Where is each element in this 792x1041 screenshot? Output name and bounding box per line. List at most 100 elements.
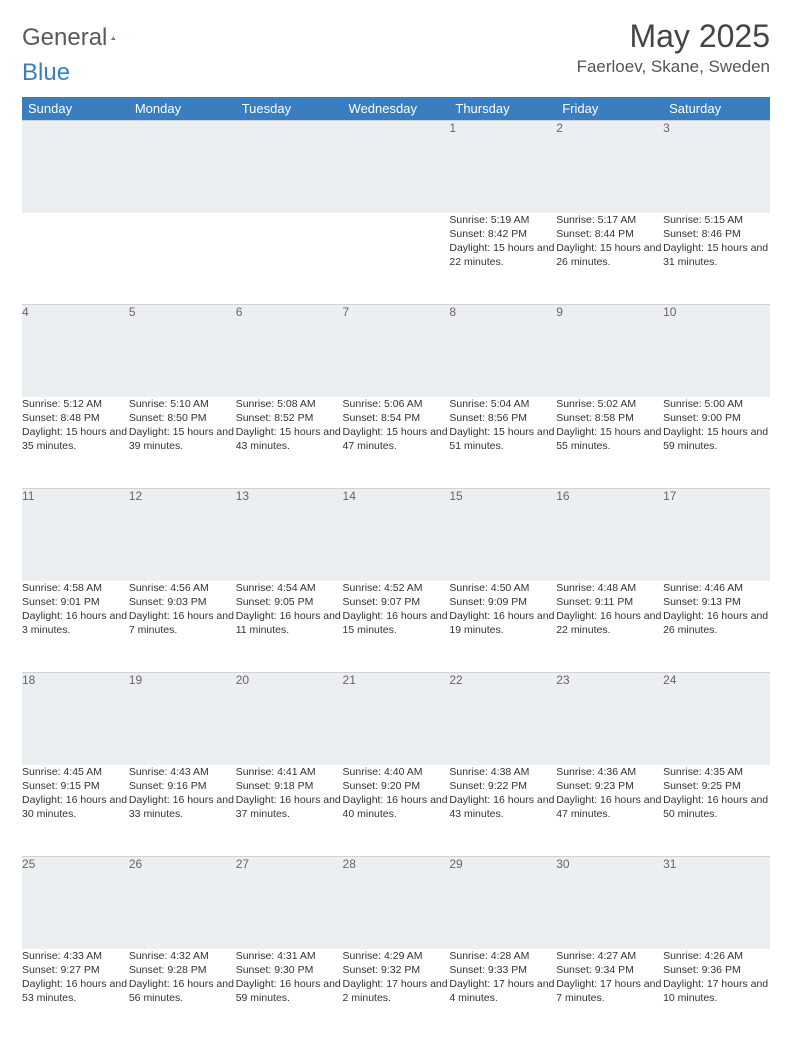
sunrise-line: Sunrise: 4:46 AM: [663, 581, 770, 595]
daynum-row: 18192021222324: [22, 673, 770, 765]
day-detail: [236, 213, 343, 305]
weekday-header: Wednesday: [343, 97, 450, 121]
sunset-line: Sunset: 9:32 PM: [343, 963, 450, 977]
day-number: 26: [129, 857, 236, 949]
sunrise-line: Sunrise: 4:36 AM: [556, 765, 663, 779]
day-detail: Sunrise: 5:00 AMSunset: 9:00 PMDaylight:…: [663, 397, 770, 489]
sunset-line: Sunset: 9:25 PM: [663, 779, 770, 793]
daylight-line: Daylight: 16 hours and 30 minutes.: [22, 793, 129, 821]
sunset-line: Sunset: 9:20 PM: [343, 779, 450, 793]
day-detail: Sunrise: 4:29 AMSunset: 9:32 PMDaylight:…: [343, 949, 450, 1041]
calendar-table: Sunday Monday Tuesday Wednesday Thursday…: [22, 97, 770, 1041]
month-title: May 2025: [577, 18, 770, 55]
daylight-line: Daylight: 16 hours and 15 minutes.: [343, 609, 450, 637]
day-detail: Sunrise: 5:02 AMSunset: 8:58 PMDaylight:…: [556, 397, 663, 489]
daylight-line: Daylight: 15 hours and 22 minutes.: [449, 241, 556, 269]
sunrise-line: Sunrise: 4:29 AM: [343, 949, 450, 963]
sunrise-line: Sunrise: 5:17 AM: [556, 213, 663, 227]
sunset-line: Sunset: 8:56 PM: [449, 411, 556, 425]
sunrise-line: Sunrise: 4:33 AM: [22, 949, 129, 963]
sunset-line: Sunset: 9:27 PM: [22, 963, 129, 977]
day-number: 2: [556, 121, 663, 213]
sunrise-line: Sunrise: 4:32 AM: [129, 949, 236, 963]
day-detail: [22, 213, 129, 305]
day-detail: Sunrise: 4:43 AMSunset: 9:16 PMDaylight:…: [129, 765, 236, 857]
day-number: 13: [236, 489, 343, 581]
sunrise-line: Sunrise: 4:28 AM: [449, 949, 556, 963]
sunrise-line: Sunrise: 4:45 AM: [22, 765, 129, 779]
daylight-line: Daylight: 15 hours and 31 minutes.: [663, 241, 770, 269]
daynum-row: 123: [22, 121, 770, 213]
weekday-header: Monday: [129, 97, 236, 121]
daylight-line: Daylight: 16 hours and 59 minutes.: [236, 977, 343, 1005]
sunset-line: Sunset: 8:50 PM: [129, 411, 236, 425]
sunset-line: Sunset: 8:42 PM: [449, 227, 556, 241]
sunset-line: Sunset: 9:16 PM: [129, 779, 236, 793]
day-number: 23: [556, 673, 663, 765]
daylight-line: Daylight: 16 hours and 19 minutes.: [449, 609, 556, 637]
daynum-row: 11121314151617: [22, 489, 770, 581]
weekday-header: Saturday: [663, 97, 770, 121]
day-detail: Sunrise: 4:48 AMSunset: 9:11 PMDaylight:…: [556, 581, 663, 673]
daylight-line: Daylight: 16 hours and 40 minutes.: [343, 793, 450, 821]
detail-row: Sunrise: 4:58 AMSunset: 9:01 PMDaylight:…: [22, 581, 770, 673]
sunrise-line: Sunrise: 4:56 AM: [129, 581, 236, 595]
logo-sail-icon: [111, 27, 116, 49]
daylight-line: Daylight: 16 hours and 22 minutes.: [556, 609, 663, 637]
day-number: 6: [236, 305, 343, 397]
daylight-line: Daylight: 16 hours and 7 minutes.: [129, 609, 236, 637]
day-detail: Sunrise: 5:04 AMSunset: 8:56 PMDaylight:…: [449, 397, 556, 489]
day-number: 11: [22, 489, 129, 581]
sunrise-line: Sunrise: 5:19 AM: [449, 213, 556, 227]
sunrise-line: Sunrise: 4:27 AM: [556, 949, 663, 963]
day-detail: Sunrise: 4:58 AMSunset: 9:01 PMDaylight:…: [22, 581, 129, 673]
sunset-line: Sunset: 9:09 PM: [449, 595, 556, 609]
sunrise-line: Sunrise: 5:02 AM: [556, 397, 663, 411]
day-detail: Sunrise: 4:35 AMSunset: 9:25 PMDaylight:…: [663, 765, 770, 857]
day-number: 22: [449, 673, 556, 765]
sunrise-line: Sunrise: 5:00 AM: [663, 397, 770, 411]
sunrise-line: Sunrise: 4:43 AM: [129, 765, 236, 779]
day-detail: Sunrise: 4:52 AMSunset: 9:07 PMDaylight:…: [343, 581, 450, 673]
day-detail: Sunrise: 4:27 AMSunset: 9:34 PMDaylight:…: [556, 949, 663, 1041]
day-number: 14: [343, 489, 450, 581]
sunrise-line: Sunrise: 4:26 AM: [663, 949, 770, 963]
day-number: [343, 121, 450, 213]
day-number: 15: [449, 489, 556, 581]
detail-row: Sunrise: 5:12 AMSunset: 8:48 PMDaylight:…: [22, 397, 770, 489]
day-number: 27: [236, 857, 343, 949]
day-detail: Sunrise: 4:26 AMSunset: 9:36 PMDaylight:…: [663, 949, 770, 1041]
day-detail: Sunrise: 4:41 AMSunset: 9:18 PMDaylight:…: [236, 765, 343, 857]
day-detail: Sunrise: 4:45 AMSunset: 9:15 PMDaylight:…: [22, 765, 129, 857]
location: Faerloev, Skane, Sweden: [577, 57, 770, 77]
sunrise-line: Sunrise: 4:40 AM: [343, 765, 450, 779]
sunset-line: Sunset: 9:15 PM: [22, 779, 129, 793]
sunset-line: Sunset: 9:28 PM: [129, 963, 236, 977]
daylight-line: Daylight: 15 hours and 35 minutes.: [22, 425, 129, 453]
sunrise-line: Sunrise: 4:41 AM: [236, 765, 343, 779]
sunrise-line: Sunrise: 5:06 AM: [343, 397, 450, 411]
day-number: 19: [129, 673, 236, 765]
daylight-line: Daylight: 15 hours and 51 minutes.: [449, 425, 556, 453]
daylight-line: Daylight: 16 hours and 47 minutes.: [556, 793, 663, 821]
day-number: 30: [556, 857, 663, 949]
day-detail: Sunrise: 4:36 AMSunset: 9:23 PMDaylight:…: [556, 765, 663, 857]
day-detail: Sunrise: 4:56 AMSunset: 9:03 PMDaylight:…: [129, 581, 236, 673]
day-detail: Sunrise: 4:28 AMSunset: 9:33 PMDaylight:…: [449, 949, 556, 1041]
day-detail: Sunrise: 4:31 AMSunset: 9:30 PMDaylight:…: [236, 949, 343, 1041]
day-number: [236, 121, 343, 213]
day-detail: [129, 213, 236, 305]
daylight-line: Daylight: 16 hours and 26 minutes.: [663, 609, 770, 637]
sunset-line: Sunset: 8:54 PM: [343, 411, 450, 425]
sunset-line: Sunset: 9:13 PM: [663, 595, 770, 609]
day-detail: Sunrise: 4:32 AMSunset: 9:28 PMDaylight:…: [129, 949, 236, 1041]
daylight-line: Daylight: 17 hours and 4 minutes.: [449, 977, 556, 1005]
sunset-line: Sunset: 9:23 PM: [556, 779, 663, 793]
sunrise-line: Sunrise: 4:52 AM: [343, 581, 450, 595]
sunset-line: Sunset: 9:03 PM: [129, 595, 236, 609]
daynum-row: 25262728293031: [22, 857, 770, 949]
weekday-header-row: Sunday Monday Tuesday Wednesday Thursday…: [22, 97, 770, 121]
sunrise-line: Sunrise: 5:15 AM: [663, 213, 770, 227]
day-number: 16: [556, 489, 663, 581]
day-detail: Sunrise: 5:15 AMSunset: 8:46 PMDaylight:…: [663, 213, 770, 305]
